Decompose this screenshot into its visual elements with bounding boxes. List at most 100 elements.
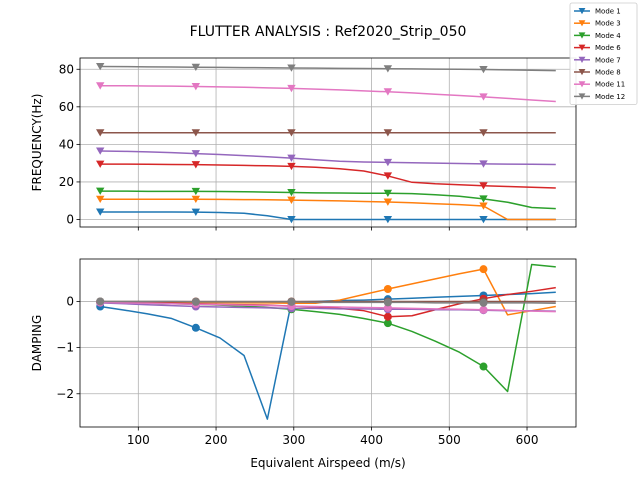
- legend-item-mode-4: Mode 4: [574, 32, 621, 40]
- x-tick-label: 400: [360, 433, 383, 447]
- damping-point-mode-4: [383, 319, 392, 328]
- frequency-point-mode-8: [96, 129, 105, 137]
- legend-item-mode-3: Mode 3: [574, 20, 621, 28]
- frequency-point-mode-3: [287, 196, 296, 204]
- legend-marker: [578, 8, 586, 15]
- damping-line-mode-12: [100, 300, 556, 305]
- frequency-point-mode-12: [287, 64, 296, 72]
- frequency-point-mode-11: [96, 82, 105, 90]
- legend-label: Mode 7: [595, 56, 621, 64]
- damping-point-mode-12: [383, 298, 392, 307]
- frequency-line-mode-12: [100, 65, 556, 72]
- y-tick-label: −2: [56, 387, 74, 401]
- legend: Mode 1 Mode 3 Mode 4 Mode 6 Mode 7 Mode 8 Mode…: [569, 2, 638, 105]
- x-tick-label: 300: [282, 433, 305, 447]
- x-tick-label: 600: [516, 433, 539, 447]
- damping-point-mode-12: [96, 297, 105, 306]
- frequency-plot: 0 20 40 60 80 FREQUENCY(Hz): [30, 57, 577, 231]
- frequency-point-mode-6: [191, 161, 201, 169]
- frequency-point-mode-11: [287, 84, 296, 93]
- damping-point-mode-11: [479, 305, 488, 314]
- frequency-point-mode-8: [287, 129, 296, 137]
- y-tick-label: 0: [66, 212, 74, 226]
- y-tick-label: 60: [59, 100, 74, 114]
- frequency-point-mode-12: [96, 62, 105, 71]
- legend-label: Mode 6: [595, 44, 621, 52]
- legend-item-mode-6: Mode 6: [574, 44, 621, 52]
- frequency-x-ticks: [137, 227, 528, 231]
- damping-line-mode-4: [100, 263, 556, 393]
- damping-axes-frame: [79, 258, 577, 428]
- frequency-point-mode-4: [479, 195, 488, 203]
- frequency-point-mode-1: [191, 208, 201, 216]
- damping-series: [96, 263, 556, 420]
- damping-point-mode-1: [191, 323, 200, 332]
- frequency-point-mode-1: [96, 208, 105, 216]
- legend-marker: [578, 93, 586, 100]
- frequency-point-mode-7: [479, 160, 488, 168]
- legend-label: Mode 4: [595, 32, 621, 40]
- frequency-point-mode-7: [96, 147, 105, 155]
- frequency-point-mode-4: [96, 187, 105, 195]
- legend-item-mode-7: Mode 7: [574, 56, 621, 64]
- y-tick-label: 80: [59, 62, 74, 76]
- frequency-point-mode-7: [191, 150, 201, 158]
- x-axis-label: Equivalent Airspeed (m/s): [250, 456, 405, 470]
- frequency-point-mode-6: [287, 162, 296, 171]
- x-tick-label: 500: [438, 433, 461, 447]
- frequency-point-mode-1: [479, 215, 488, 224]
- legend-marker: [578, 81, 586, 88]
- frequency-point-mode-11: [479, 93, 488, 101]
- frequency-y-axis-label: FREQUENCY(Hz): [30, 94, 44, 192]
- legend-item-mode-12: Mode 12: [574, 93, 625, 101]
- damping-line-mode-1: [100, 291, 556, 420]
- frequency-line-mode-11: [100, 85, 556, 103]
- damping-x-ticks: 100 200 300 400 500 600: [127, 427, 539, 447]
- damping-point-mode-12: [191, 297, 200, 306]
- x-tick-label: 200: [205, 433, 228, 447]
- frequency-point-mode-6: [479, 182, 488, 190]
- frequency-point-mode-11: [383, 88, 393, 96]
- frequency-point-mode-12: [479, 65, 488, 74]
- frequency-point-mode-6: [383, 172, 393, 180]
- y-tick-label: 0: [66, 294, 74, 308]
- frequency-line-mode-7: [100, 150, 556, 166]
- legend-frame: [569, 2, 638, 105]
- legend-label: Mode 8: [595, 69, 621, 77]
- frequency-point-mode-11: [191, 83, 201, 91]
- damping-point-mode-3: [383, 285, 392, 293]
- damping-plot: −2 −1 0 100 200 300 400 500 600 DAMPING: [30, 258, 577, 447]
- damping-point-mode-6: [383, 312, 392, 321]
- frequency-line-mode-4: [100, 190, 556, 210]
- frequency-line-mode-6: [100, 163, 556, 189]
- frequency-point-mode-12: [191, 63, 201, 72]
- legend-label: Mode 12: [595, 93, 625, 101]
- chart-title: FLUTTER ANALYSIS : Ref2020_Strip_050: [190, 24, 467, 40]
- damping-y-ticks: −2 −1 0: [56, 294, 80, 401]
- y-tick-label: 20: [59, 175, 74, 189]
- y-tick-label: −1: [56, 341, 74, 355]
- x-tick-label: 100: [127, 433, 150, 447]
- damping-line-mode-11: [100, 301, 556, 313]
- y-tick-label: 40: [59, 137, 74, 151]
- frequency-series: [96, 62, 556, 224]
- frequency-point-mode-8: [383, 129, 393, 137]
- damping-grid: [80, 259, 576, 427]
- frequency-point-mode-4: [191, 187, 201, 196]
- frequency-point-mode-12: [383, 65, 393, 73]
- frequency-y-ticks: 0 20 40 60 80: [59, 62, 80, 226]
- frequency-point-mode-3: [383, 198, 393, 206]
- legend-marker: [578, 20, 586, 27]
- legend-marker: [578, 69, 586, 76]
- frequency-point-mode-3: [96, 195, 105, 204]
- frequency-axes-frame: [79, 57, 577, 228]
- frequency-point-mode-3: [191, 195, 201, 204]
- damping-point-mode-11: [383, 303, 392, 312]
- legend-marker: [578, 32, 586, 39]
- damping-point-mode-4: [479, 362, 488, 371]
- frequency-point-mode-1: [383, 215, 393, 224]
- legend-marker: [578, 44, 586, 51]
- legend-item-mode-8: Mode 8: [574, 69, 621, 77]
- frequency-point-mode-6: [96, 160, 105, 168]
